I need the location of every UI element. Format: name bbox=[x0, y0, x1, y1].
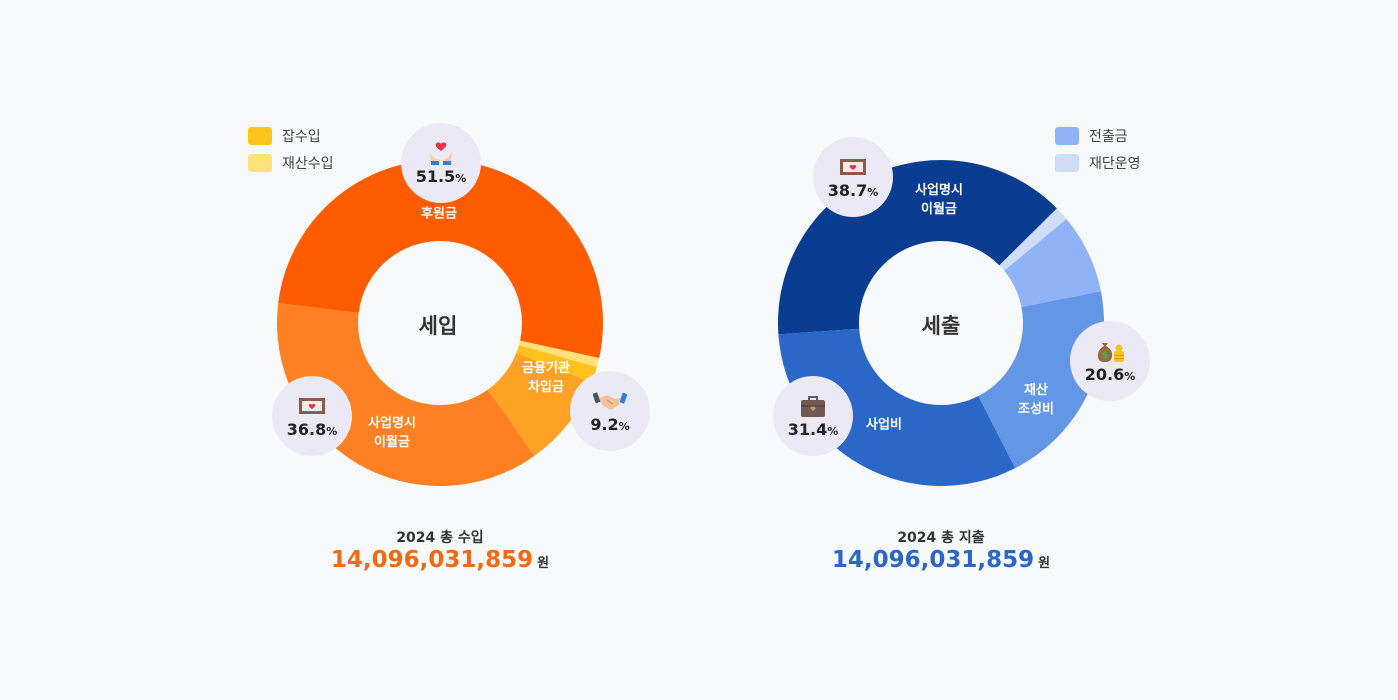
chart-center-title: 세출 bbox=[921, 314, 961, 338]
slice-label: 후원금 bbox=[421, 206, 457, 222]
callout-percent: 38.7 bbox=[827, 180, 868, 200]
expense-panel: 전출금 재단운영 세출 사업명시 이월금 재산 조성비 사업비 38.7% $ bbox=[699, 0, 1398, 700]
chart-center-title: 세입 bbox=[418, 314, 458, 338]
briefcase-icon bbox=[800, 394, 826, 418]
pie-slice bbox=[999, 208, 1067, 271]
svg-text:$: $ bbox=[1102, 351, 1108, 361]
callout-percent: 9.2 bbox=[590, 414, 619, 434]
slice-label: 금융기관 차입금 bbox=[522, 361, 570, 395]
total-amount-value: 14,096,031,859 bbox=[831, 547, 1035, 573]
total-expense-amount: 14,096,031,859 원 bbox=[741, 547, 1141, 573]
pie-slice bbox=[978, 291, 1104, 469]
slice-label: 사업명시 이월금 bbox=[915, 183, 963, 217]
callout-bubble: 9.2% bbox=[570, 371, 650, 451]
income-legend: 잡수입 재산수입 bbox=[248, 122, 334, 176]
callout-bubble: 51.5% bbox=[401, 123, 481, 203]
legend-swatch bbox=[248, 126, 272, 145]
total-amount-value: 14,096,031,859 bbox=[330, 547, 534, 573]
envelope-heart-icon bbox=[298, 394, 326, 418]
callout-bubble: 31.4% bbox=[773, 376, 853, 456]
legend-label: 잡수입 bbox=[282, 128, 321, 145]
callout-bubble: 36.8% bbox=[272, 376, 352, 456]
legend-swatch bbox=[248, 153, 272, 172]
money-bag-icon: $ bbox=[1094, 339, 1126, 363]
income-donut-chart bbox=[276, 159, 604, 486]
callout-bubble: 38.7% bbox=[813, 137, 893, 217]
envelope-heart-icon bbox=[839, 155, 867, 179]
callout-percent: 31.4 bbox=[787, 419, 828, 439]
legend-item: 전출금 bbox=[1055, 122, 1141, 149]
callout-unit: % bbox=[867, 185, 879, 199]
total-expense-title: 2024 총 지출 bbox=[897, 530, 985, 546]
hands-heart-icon bbox=[428, 141, 454, 165]
pie-slice bbox=[487, 352, 592, 456]
pie-slice bbox=[1004, 219, 1101, 308]
legend-label: 재산수입 bbox=[282, 155, 334, 172]
expense-legend: 전출금 재단운영 bbox=[1055, 122, 1141, 176]
total-amount-unit: 원 bbox=[537, 556, 550, 571]
slice-label: 재산 조성비 bbox=[1018, 383, 1054, 417]
callout-unit: % bbox=[1124, 369, 1136, 383]
expense-donut-chart bbox=[778, 160, 1104, 487]
legend-item: 재산수입 bbox=[248, 149, 334, 176]
callout-percent: 51.5 bbox=[415, 166, 456, 186]
callout-percent: 36.8 bbox=[286, 419, 327, 439]
total-income-amount: 14,096,031,859 원 bbox=[240, 547, 640, 573]
pie-slice bbox=[518, 340, 600, 367]
pie-slice bbox=[516, 345, 597, 383]
total-income-title: 2024 총 수입 bbox=[396, 530, 484, 546]
legend-swatch bbox=[1055, 153, 1079, 172]
income-panel: 잡수입 재산수입 세입 후원금 금융기관 차입금 사업명시 이월금 51.5% bbox=[240, 122, 650, 573]
pie-slice bbox=[278, 159, 604, 359]
legend-swatch bbox=[1055, 126, 1079, 145]
legend-label: 재단운영 bbox=[1089, 155, 1141, 172]
total-amount-unit: 원 bbox=[1038, 556, 1051, 571]
legend-label: 전출금 bbox=[1089, 128, 1128, 145]
legend-item: 잡수입 bbox=[248, 122, 334, 149]
legend-item: 재단운영 bbox=[1055, 149, 1141, 176]
callout-unit: % bbox=[827, 424, 839, 438]
callout-bubble: $ 20.6% bbox=[1070, 321, 1150, 401]
callout-unit: % bbox=[326, 424, 338, 438]
callout-percent: 20.6 bbox=[1084, 364, 1125, 384]
slice-label: 사업비 bbox=[866, 417, 902, 433]
handshake-icon bbox=[593, 389, 627, 413]
callout-unit: % bbox=[618, 419, 630, 433]
slice-label: 사업명시 이월금 bbox=[368, 416, 416, 450]
callout-unit: % bbox=[455, 171, 467, 185]
